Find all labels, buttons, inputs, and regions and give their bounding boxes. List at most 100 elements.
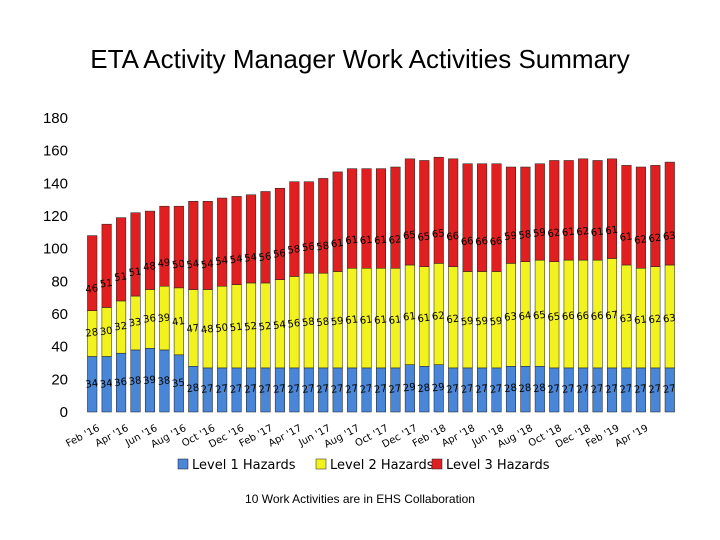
data-label: 58: [287, 244, 301, 257]
bar-segment-3: [159, 205, 170, 287]
data-label: 28: [532, 383, 546, 396]
data-label: 62: [431, 310, 445, 323]
data-label: 51: [128, 266, 142, 279]
data-label: 66: [475, 236, 489, 249]
data-label: 61: [633, 314, 647, 327]
data-label: 52: [258, 321, 272, 334]
bar-segment-3: [274, 187, 285, 280]
legend-label: Level 2 Hazards: [330, 458, 434, 473]
data-label: 28: [85, 327, 99, 340]
data-label: 61: [561, 226, 575, 239]
data-label: 58: [301, 316, 315, 329]
legend-label: Level 3 Hazards: [446, 458, 550, 473]
footnote: 10 Work Activities are in EHS Collaborat…: [245, 492, 475, 506]
data-label: 51: [114, 271, 128, 284]
data-labels-layer: 3428463430513632513833513936483839493541…: [85, 225, 677, 396]
data-label: 27: [633, 383, 647, 396]
data-label: 61: [345, 235, 359, 248]
data-label: 27: [576, 383, 590, 396]
bar-segment-3: [534, 163, 545, 261]
data-label: 51: [99, 278, 113, 291]
bar-segment-3: [664, 161, 675, 266]
data-label: 65: [547, 311, 561, 324]
data-label: 49: [157, 257, 171, 270]
y-tick-label: 120: [43, 208, 68, 225]
data-label: 56: [301, 241, 315, 254]
data-label: 27: [489, 383, 503, 396]
data-label: 27: [316, 383, 330, 396]
data-label: 62: [648, 233, 662, 246]
bar-segment-3: [404, 158, 415, 266]
data-label: 63: [662, 313, 676, 326]
data-label: 65: [417, 231, 431, 244]
data-label: 62: [547, 228, 561, 241]
chart-title: ETA Activity Manager Work Activities Sum…: [90, 44, 630, 74]
y-tick-label: 0: [60, 404, 68, 421]
bar-segment-3: [188, 201, 199, 290]
y-tick-label: 40: [51, 339, 68, 356]
data-label: 54: [229, 254, 243, 267]
data-label: 27: [244, 383, 258, 396]
data-label: 27: [345, 383, 359, 396]
data-label: 54: [244, 252, 258, 265]
data-label: 61: [388, 314, 402, 327]
bar-segment-3: [130, 212, 141, 297]
y-tick-label: 60: [51, 306, 68, 323]
data-label: 41: [171, 316, 185, 329]
bar-segment-3: [303, 181, 314, 274]
bars-layer: [87, 156, 675, 413]
data-label: 56: [258, 251, 272, 264]
data-label: 32: [114, 321, 128, 334]
data-label: 38: [157, 375, 171, 388]
bar-segment-3: [491, 163, 502, 272]
bar-segment-3: [578, 158, 589, 261]
data-label: 36: [114, 377, 128, 390]
data-label: 65: [532, 310, 546, 323]
bar-segment-3: [650, 165, 661, 267]
data-label: 62: [648, 314, 662, 327]
bar-segment-3: [332, 171, 343, 272]
data-label: 59: [532, 227, 546, 240]
data-label: 28: [518, 383, 532, 396]
data-label: 63: [619, 313, 633, 326]
data-label: 47: [186, 323, 200, 336]
bar-segment-3: [549, 160, 560, 262]
data-label: 33: [128, 317, 142, 330]
bar-segment-3: [87, 235, 98, 311]
data-label: 54: [215, 255, 229, 268]
x-tick-label: Apr '17: [267, 423, 304, 450]
y-tick-label: 140: [43, 175, 68, 192]
data-label: 29: [402, 382, 416, 395]
data-label: 56: [287, 318, 301, 331]
data-label: 54: [273, 319, 287, 332]
data-label: 62: [446, 314, 460, 327]
data-label: 34: [99, 378, 113, 391]
bar-segment-3: [433, 156, 444, 264]
data-label: 66: [446, 231, 460, 244]
data-label: 59: [330, 316, 344, 329]
data-label: 27: [662, 383, 676, 396]
bar-segment-3: [347, 168, 358, 269]
bar-segment-3: [246, 194, 257, 284]
bar-segment-3: [448, 158, 459, 267]
data-label: 46: [85, 283, 99, 296]
y-tick-label: 80: [51, 273, 68, 290]
bar-segment-3: [101, 223, 112, 308]
bar-segment-3: [375, 168, 387, 269]
data-label: 66: [489, 236, 503, 249]
bar-segment-3: [231, 196, 242, 285]
bar-segment-3: [477, 163, 488, 272]
data-label: 48: [143, 261, 157, 274]
bar-segment-3: [621, 165, 632, 266]
data-label: 58: [316, 316, 330, 329]
data-label: 59: [504, 230, 518, 243]
data-label: 34: [85, 378, 99, 391]
bar-segment-3: [318, 178, 329, 274]
data-label: 27: [561, 383, 575, 396]
data-label: 54: [200, 259, 214, 272]
bar-segment-3: [361, 168, 372, 269]
data-label: 48: [200, 324, 214, 337]
data-label: 27: [287, 383, 301, 396]
bar-segment-3: [289, 181, 300, 277]
data-label: 66: [590, 311, 604, 324]
